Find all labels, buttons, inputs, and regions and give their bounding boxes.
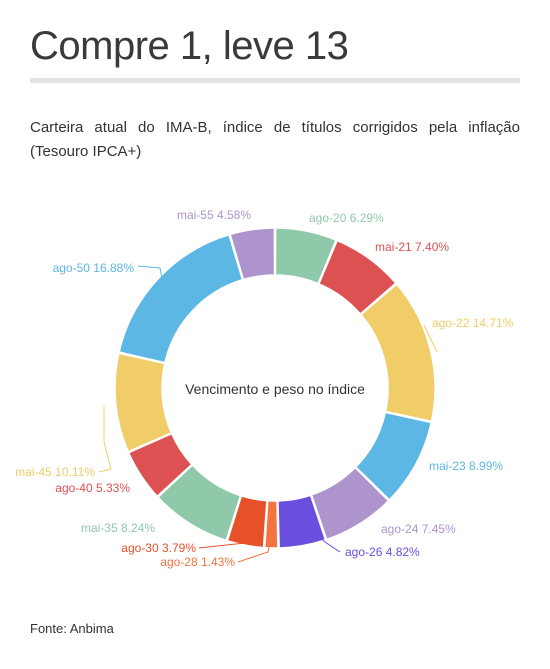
slice-label-ago-50: ago-50 16.88% xyxy=(53,261,135,275)
slice-ago-28 xyxy=(263,499,279,549)
leader-line-ago-22 xyxy=(423,324,438,353)
slice-label-ago-22: ago-22 14.71% xyxy=(432,316,514,330)
slice-ago-20 xyxy=(274,227,337,285)
slice-label-mai-35: mai-35 8.24% xyxy=(81,521,155,535)
donut-slices xyxy=(114,227,436,549)
slice-mai-21 xyxy=(317,239,397,315)
slice-label-ago-20: ago-20 6.29% xyxy=(309,211,384,225)
slice-label-mai-55: mai-55 4.58% xyxy=(177,208,251,222)
slice-label-mai-21: mai-21 7.40% xyxy=(375,240,449,254)
slice-label-mai-23: mai-23 8.99% xyxy=(429,459,503,473)
slice-labels: ago-20 6.29% mai-21 7.40% ago-22 14.71% mai… xyxy=(15,208,514,569)
leader-line-mai-45 xyxy=(98,405,112,473)
slice-ago-40 xyxy=(127,432,193,498)
leader-line-ago-50 xyxy=(137,265,165,289)
slice-label-ago-24: ago-24 7.45% xyxy=(381,522,456,536)
leader-line-ago-26 xyxy=(309,528,341,553)
chart-subtitle: Carteira atual do IMA-B, índice de títul… xyxy=(30,119,520,160)
slice-ago-26 xyxy=(277,494,327,549)
slice-label-ago-30: ago-30 3.79% xyxy=(121,541,196,555)
slice-ago-50 xyxy=(118,233,244,364)
slice-mai-23 xyxy=(354,411,433,501)
slice-mai-55 xyxy=(229,227,276,281)
slice-mai-35 xyxy=(157,464,242,542)
leader-line-ago-30 xyxy=(198,542,246,549)
leader-line-ago-28 xyxy=(237,536,272,563)
slice-label-ago-26: ago-26 4.82% xyxy=(345,545,420,559)
slice-ago-24 xyxy=(310,466,390,541)
slice-label-mai-45: mai-45 10.11% xyxy=(15,465,95,479)
slice-mai-45 xyxy=(114,352,173,453)
donut-center-label: Vencimento e peso no índice xyxy=(185,381,365,397)
source-note: Fonte: Anbima xyxy=(30,621,114,636)
label-leader-lines xyxy=(98,265,438,563)
slice-ago-22 xyxy=(359,283,436,423)
slice-label-ago-40: ago-40 5.33% xyxy=(55,481,130,495)
slice-label-ago-28: ago-28 1.43% xyxy=(160,555,235,569)
chart-headline: Compre 1, leve 13 xyxy=(30,24,349,68)
title-divider xyxy=(30,78,520,83)
slice-ago-30 xyxy=(226,494,268,549)
